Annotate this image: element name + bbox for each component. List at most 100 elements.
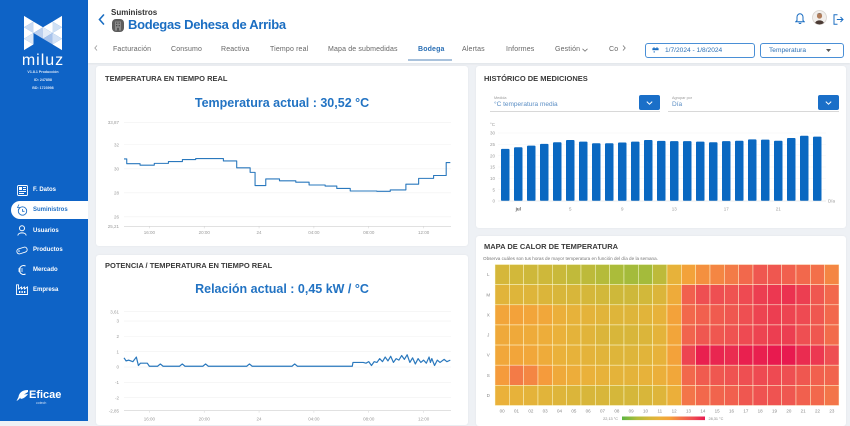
heatmap-cell[interactable] <box>552 364 567 386</box>
heatmap-cell[interactable] <box>638 284 653 306</box>
heatmap-cell[interactable] <box>609 264 625 285</box>
heatmap-cell[interactable] <box>609 364 625 386</box>
heatmap-cell[interactable] <box>781 264 797 285</box>
heatmap-cell[interactable] <box>523 304 539 326</box>
tab-informes[interactable]: Informes <box>506 46 535 53</box>
variable-select[interactable]: Temperatura <box>760 43 844 58</box>
heatmap-cell[interactable] <box>724 364 739 386</box>
heatmap-cell[interactable] <box>752 364 768 386</box>
heatmap-cell[interactable] <box>738 264 754 285</box>
tab-tiempo-real[interactable]: Tiempo real <box>270 46 309 53</box>
sidebar-item-usuarios[interactable]: Usuarios <box>11 222 88 240</box>
heatmap-cell[interactable] <box>795 385 811 406</box>
tab-mapa-de-submedidas[interactable]: Mapa de submedidas <box>328 46 398 53</box>
heatmap-cell[interactable] <box>666 385 682 406</box>
heatmap-cell[interactable] <box>580 264 596 285</box>
heatmap-cell[interactable] <box>580 385 596 406</box>
bar[interactable] <box>540 143 549 201</box>
heatmap-cell[interactable] <box>681 385 696 406</box>
heatmap-cell[interactable] <box>681 264 696 285</box>
heatmap-cell[interactable] <box>695 264 711 285</box>
heatmap-cell[interactable] <box>509 364 524 386</box>
temperature-heatmap[interactable]: L M X J V S D 00 01 02 03 04 05 06 07 08 09 10 11 12 13 14 15 1… <box>484 262 844 421</box>
bar[interactable] <box>527 145 536 201</box>
heatmap-cell[interactable] <box>652 264 668 285</box>
heatmap-cell[interactable] <box>494 264 510 285</box>
heatmap-cell[interactable] <box>509 264 524 285</box>
heatmap-cell[interactable] <box>638 304 653 326</box>
heatmap-cell[interactable] <box>824 364 840 386</box>
heatmap-cell[interactable] <box>552 324 567 346</box>
heatmap-cell[interactable] <box>609 324 625 346</box>
heatmap-cell[interactable] <box>738 344 754 366</box>
series-line[interactable] <box>124 158 451 192</box>
heatmap-cell[interactable] <box>810 284 825 306</box>
heatmap-cell[interactable] <box>824 264 840 285</box>
heatmap-cell[interactable] <box>738 364 754 386</box>
breadcrumb[interactable]: Suministros <box>111 8 158 17</box>
heatmap-cell[interactable] <box>724 344 739 366</box>
bar[interactable] <box>748 139 757 201</box>
heatmap-cell[interactable] <box>509 284 524 306</box>
heatmap-cell[interactable] <box>824 324 840 346</box>
heatmap-cell[interactable] <box>767 364 782 386</box>
bar[interactable] <box>800 135 809 201</box>
heatmap-cell[interactable] <box>609 385 625 406</box>
heatmap-cell[interactable] <box>566 344 582 366</box>
heatmap-cell[interactable] <box>738 324 754 346</box>
bar[interactable] <box>631 141 640 201</box>
heatmap-cell[interactable] <box>552 304 567 326</box>
bar[interactable] <box>553 142 562 201</box>
bar[interactable] <box>709 142 718 201</box>
history-bar-chart[interactable]: °C 0 5 10 15 20 25 30 jul 5 9 13 17 21 Día <box>480 118 842 218</box>
heatmap-cell[interactable] <box>509 324 524 346</box>
tab-bodega[interactable]: Bodega <box>418 46 445 53</box>
heatmap-cell[interactable] <box>824 304 840 326</box>
heatmap-cell[interactable] <box>523 364 539 386</box>
sidebar-item-productos[interactable]: Productos <box>11 241 88 259</box>
heatmap-cell[interactable] <box>666 284 682 306</box>
heatmap-cell[interactable] <box>580 364 596 386</box>
heatmap-cell[interactable] <box>566 264 582 285</box>
heatmap-cell[interactable] <box>523 385 539 406</box>
tab-reactiva[interactable]: Reactiva <box>221 46 250 53</box>
heatmap-cell[interactable] <box>752 324 768 346</box>
heatmap-cell[interactable] <box>666 344 682 366</box>
heatmap-cell[interactable] <box>537 304 553 326</box>
bar[interactable] <box>813 136 822 201</box>
heatmap-cell[interactable] <box>580 284 596 306</box>
heatmap-cell[interactable] <box>523 344 539 366</box>
miluz-logo-icon[interactable] <box>24 15 62 51</box>
heatmap-cell[interactable] <box>681 344 696 366</box>
heatmap-cell[interactable] <box>781 344 797 366</box>
tab-consumo[interactable]: Consumo <box>171 46 203 53</box>
heatmap-cell[interactable] <box>523 264 539 285</box>
heatmap-cell[interactable] <box>638 324 653 346</box>
heatmap-cell[interactable] <box>666 304 682 326</box>
heatmap-cell[interactable] <box>752 284 768 306</box>
series-line[interactable] <box>123 354 451 367</box>
power-temperature-line-chart[interactable]: 3,61 3 2 1 0 -1 -2 -2,85 16:00 20:00 24 04:00 08:00 1… <box>100 305 460 422</box>
heatmap-cell[interactable] <box>752 304 768 326</box>
heatmap-cell[interactable] <box>724 304 739 326</box>
bar[interactable] <box>657 140 666 201</box>
heatmap-cell[interactable] <box>494 364 510 386</box>
sidebar-item-mercado[interactable]: Mercado <box>11 261 88 279</box>
heatmap-cell[interactable] <box>537 385 553 406</box>
heatmap-cell[interactable] <box>494 344 510 366</box>
heatmap-cell[interactable] <box>709 344 725 366</box>
heatmap-cell[interactable] <box>709 364 725 386</box>
heatmap-cell[interactable] <box>638 344 653 366</box>
heatmap-cell[interactable] <box>509 385 524 406</box>
heatmap-cell[interactable] <box>695 324 711 346</box>
group-by-select[interactable]: Agrupar por Día <box>668 93 839 112</box>
heatmap-cell[interactable] <box>494 324 510 346</box>
bar[interactable] <box>787 137 796 201</box>
bar[interactable] <box>696 141 705 201</box>
heatmap-cell[interactable] <box>523 324 539 346</box>
bar[interactable] <box>605 143 614 201</box>
tab-facturacion[interactable]: Facturación <box>113 46 152 53</box>
heatmap-cell[interactable] <box>652 284 668 306</box>
heatmap-cell[interactable] <box>695 364 711 386</box>
heatmap-cell[interactable] <box>810 264 825 285</box>
